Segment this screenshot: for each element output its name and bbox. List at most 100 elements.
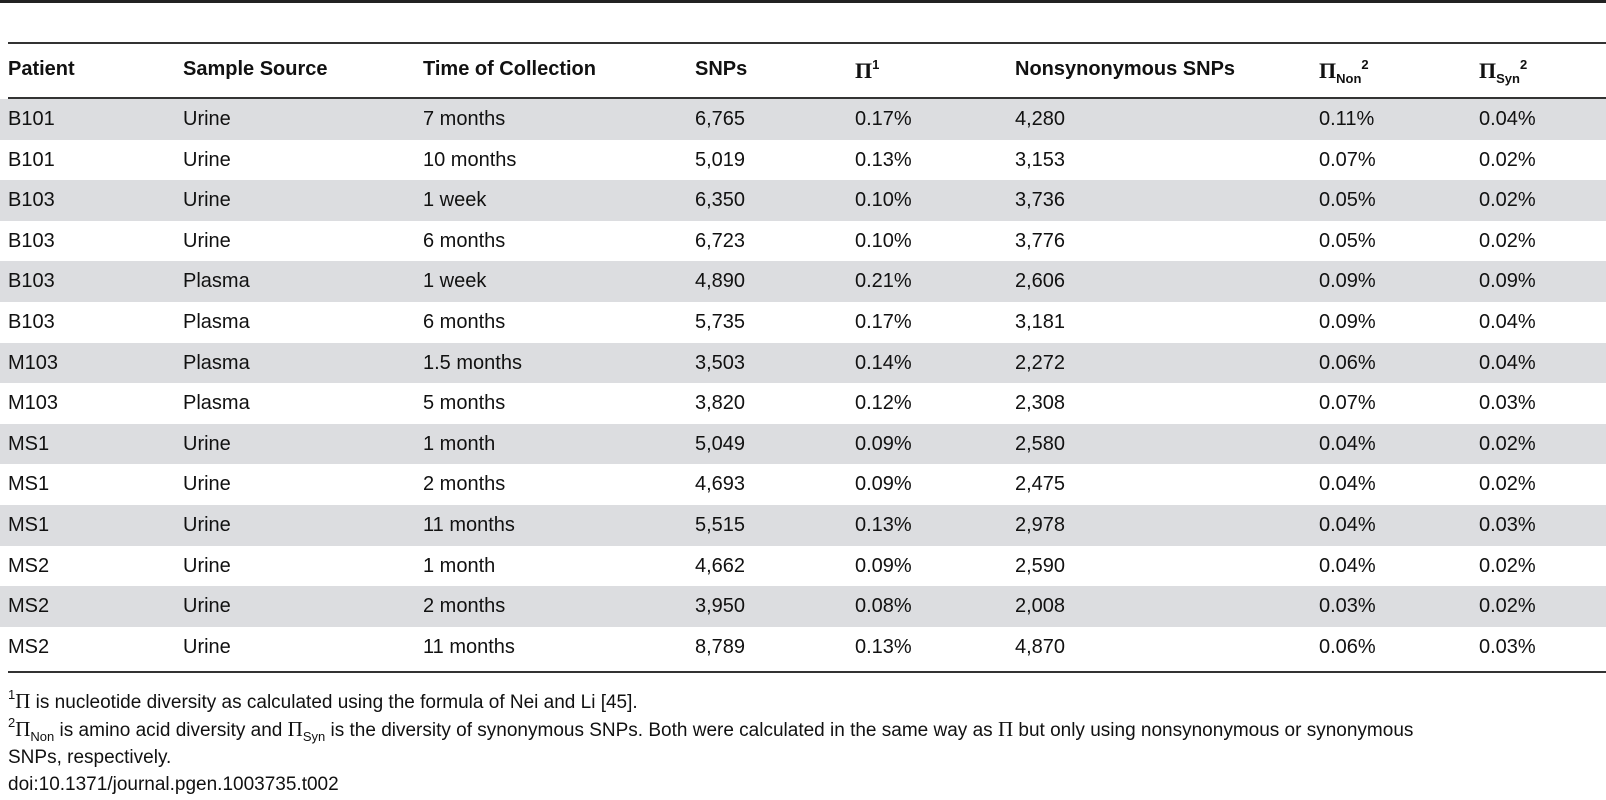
footnote-1: 1Π is nucleotide diversity as calculated… (8, 688, 1606, 716)
pi-non-subscript: Non (1336, 71, 1362, 86)
cell-nonsynonymous-snps: 3,153 (1015, 148, 1066, 171)
pi-symbol: Π (1319, 58, 1337, 83)
footnote-mark: 2 (8, 715, 16, 730)
cell-sample-source: Urine (183, 148, 231, 171)
cell-patient: MS2 (8, 595, 50, 618)
col-header-sample-source: Sample Source (183, 58, 328, 80)
cell-pi: 0.17% (855, 108, 912, 130)
cell-nonsynonymous-snps: 2,978 (1015, 513, 1066, 536)
cell-nonsynonymous-snps: 2,272 (1015, 351, 1066, 374)
table-row: B103 Plasma 6 months 5,735 0.17% 3,181 0.09% 0.… (0, 302, 1606, 343)
cell-nonsynonymous-snps: 2,308 (1015, 392, 1066, 415)
cell-pi: 0.09% (855, 432, 912, 455)
pi-symbol: Π (287, 717, 303, 741)
cell-snps: 3,950 (695, 595, 746, 618)
cell-pi-syn: 0.03% (1479, 635, 1536, 658)
cell-snps: 5,515 (695, 513, 746, 536)
cell-pi-syn: 0.03% (1479, 392, 1536, 415)
cell-snps: 6,350 (695, 189, 746, 212)
cell-time-of-collection: 2 months (423, 473, 506, 496)
cell-patient: MS1 (8, 513, 50, 536)
cell-sample-source: Plasma (183, 351, 250, 374)
cell-pi-syn: 0.02% (1479, 432, 1536, 455)
table-bottom-rule (8, 671, 1606, 673)
cell-patient: B103 (8, 310, 55, 333)
cell-pi: 0.09% (855, 554, 912, 577)
table-row: MS2 Urine 11 months 8,789 0.13% 4,870 0.06% 0.0… (0, 627, 1606, 668)
col-header-nonsynonymous-snps: Nonsynonymous SNPs (1015, 58, 1236, 80)
cell-pi-syn: 0.04% (1479, 310, 1536, 333)
cell-pi: 0.14% (855, 351, 912, 374)
pi-syn-subscript: Syn (1496, 71, 1520, 86)
doi-text: doi:10.1371/journal.pgen.1003735.t002 (8, 774, 339, 795)
cell-sample-source: Urine (183, 473, 231, 496)
cell-pi-non: 0.04% (1319, 432, 1376, 455)
cell-sample-source: Urine (183, 108, 231, 130)
cell-pi-non: 0.05% (1319, 189, 1376, 212)
cell-pi-non: 0.04% (1319, 473, 1376, 496)
col-header-pi-syn: ΠSyn2 (1479, 58, 1527, 86)
pi-symbol: Π (997, 717, 1014, 741)
cell-patient: MS2 (8, 635, 50, 658)
cell-pi-non: 0.09% (1319, 310, 1376, 333)
cell-nonsynonymous-snps: 4,870 (1015, 635, 1066, 658)
table-row: M103 Plasma 5 months 3,820 0.12% 2,308 0.07% 0.… (0, 383, 1606, 424)
table-body: B101 Urine 7 months 6,765 0.17% 4,280 0.11% 0.0… (0, 99, 1606, 667)
cell-patient: MS2 (8, 554, 50, 577)
cell-snps: 3,503 (695, 351, 746, 374)
cell-snps: 5,019 (695, 148, 746, 171)
cell-pi-non: 0.11% (1319, 108, 1375, 130)
cell-snps: 5,735 (695, 310, 746, 333)
cell-sample-source: Urine (183, 595, 231, 618)
cell-time-of-collection: 1 week (423, 270, 487, 293)
cell-pi: 0.09% (855, 473, 912, 496)
cell-time-of-collection: 11 months (423, 635, 515, 658)
cell-sample-source: Urine (183, 229, 231, 252)
cell-pi-non: 0.04% (1319, 554, 1376, 577)
cell-nonsynonymous-snps: 3,776 (1015, 229, 1066, 252)
cell-sample-source: Plasma (183, 270, 250, 293)
table-row: MS1 Urine 2 months 4,693 0.09% 2,475 0.04% 0.02… (0, 464, 1606, 505)
cell-nonsynonymous-snps: 2,580 (1015, 432, 1066, 455)
cell-pi-syn: 0.02% (1479, 148, 1536, 171)
footnotes: 1 Π is nucleotide diversity as calculated… (8, 688, 1606, 798)
table-row: B103 Urine 6 months 6,723 0.10% 3,776 0.05% 0.0… (0, 221, 1606, 262)
cell-time-of-collection: 1.5 months (423, 351, 522, 374)
col-header-time-of-collection: Time of Collection (423, 58, 596, 80)
cell-pi-syn: 0.09% (1479, 270, 1536, 293)
cell-time-of-collection: 6 months (423, 229, 506, 252)
cell-pi-non: 0.04% (1319, 513, 1376, 536)
pi-syn-subscript: Syn (302, 729, 326, 744)
col-header-snps: SNPs (695, 58, 748, 80)
footnote-2-continued: SNPs, respectively. (8, 747, 172, 768)
cell-pi: 0.21% (855, 270, 912, 293)
cell-nonsynonymous-snps: 2,475 (1015, 473, 1066, 496)
cell-patient: B103 (8, 270, 55, 293)
pi-footnote-mark: 1 (872, 57, 880, 72)
cell-time-of-collection: 1 month (423, 554, 496, 577)
footnote-mark: 1 (8, 687, 16, 702)
cell-patient: MS1 (8, 432, 50, 455)
cell-snps: 6,723 (695, 229, 746, 252)
top-rule (0, 0, 1606, 3)
cell-time-of-collection: 11 months (423, 513, 515, 536)
table-row: MS1 Urine 1 month 5,049 0.09% 2,580 0.04% 0.02% (0, 423, 1606, 465)
cell-sample-source: Plasma (183, 392, 250, 415)
cell-time-of-collection: 6 months (423, 310, 506, 333)
footnote-2-text-c: but only using nonsynonymous or synonymo… (1013, 720, 1414, 741)
cell-pi-syn: 0.02% (1479, 189, 1536, 212)
cell-pi: 0.13% (855, 635, 912, 658)
table-row: B103 Plasma 1 week 4,890 0.21% 2,606 0.09% 0.09… (0, 261, 1606, 302)
cell-pi-non: 0.07% (1319, 392, 1376, 415)
cell-nonsynonymous-snps: 3,736 (1015, 189, 1066, 212)
cell-patient: B101 (8, 148, 55, 171)
cell-patient: MS1 (8, 473, 50, 496)
cell-time-of-collection: 7 months (423, 108, 506, 130)
cell-sample-source: Plasma (183, 310, 250, 333)
table-row: MS2 Urine 2 months 3,950 0.08% 2,008 0.03% 0.02… (0, 586, 1606, 627)
cell-pi: 0.12% (855, 392, 912, 415)
footnote-2-text-a: is amino acid diversity and (54, 720, 288, 741)
footnote-1-text: is nucleotide diversity as calculated us… (30, 692, 638, 713)
cell-snps: 8,789 (695, 635, 746, 658)
cell-nonsynonymous-snps: 2,606 (1015, 270, 1066, 293)
